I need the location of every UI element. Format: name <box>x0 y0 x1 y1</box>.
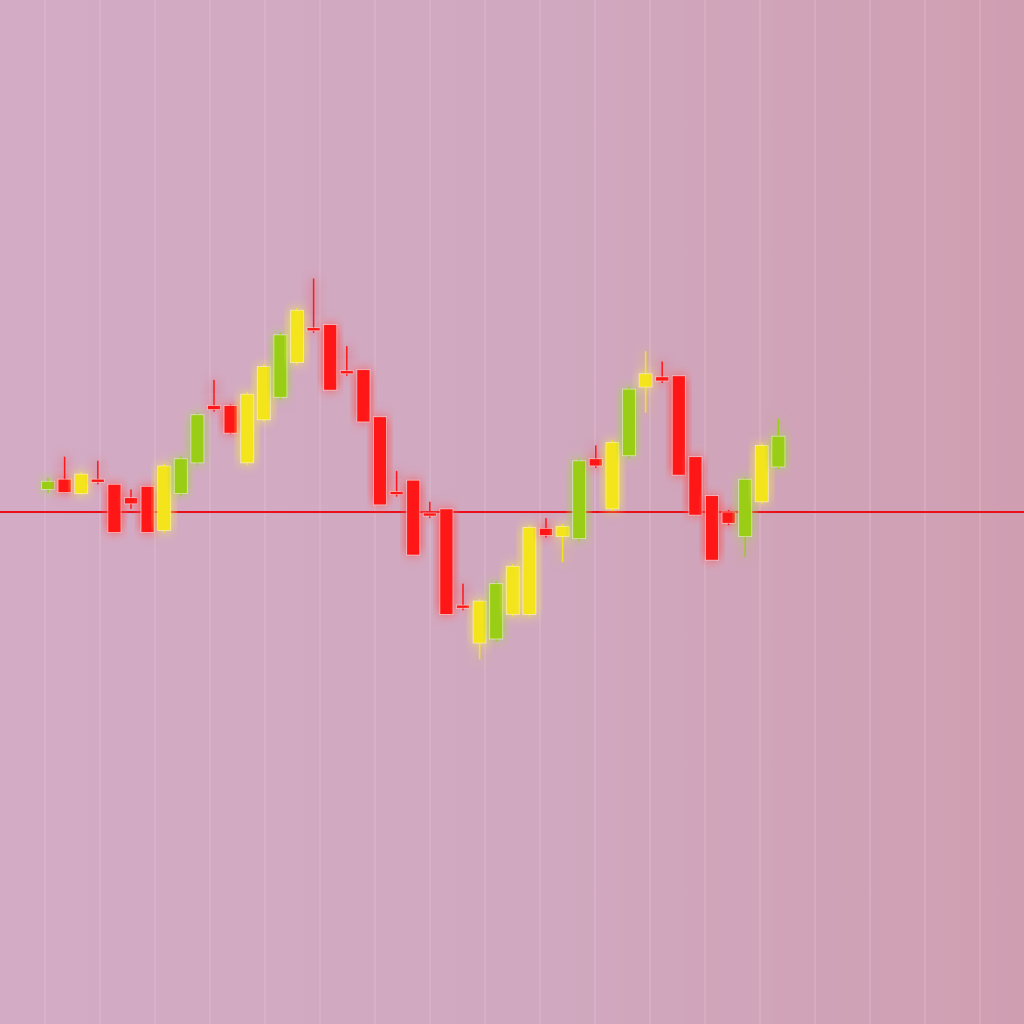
candle <box>124 489 138 509</box>
candle-body <box>439 508 454 615</box>
candle-body <box>588 458 603 467</box>
candle-body <box>539 527 553 536</box>
candle <box>290 308 304 365</box>
candle <box>207 379 221 412</box>
candle-body <box>406 479 421 556</box>
candle-body <box>240 393 255 464</box>
candle-body <box>90 478 105 483</box>
candle-body <box>572 460 587 540</box>
candle-body <box>140 485 155 533</box>
candle-body <box>173 458 188 494</box>
candle <box>439 508 454 615</box>
candle-body <box>356 369 371 423</box>
candle <box>256 364 271 422</box>
candle-body <box>339 370 354 375</box>
candle-body <box>74 473 89 494</box>
candle <box>688 456 703 516</box>
candle <box>456 583 470 611</box>
candle <box>41 478 55 493</box>
candle <box>539 518 553 538</box>
candle <box>323 324 338 391</box>
candle-body <box>622 388 636 457</box>
candle-body <box>223 405 238 434</box>
candle <box>655 361 670 383</box>
candle <box>90 460 105 485</box>
candle-body <box>522 526 537 615</box>
candle-body <box>489 583 504 640</box>
candle-body <box>688 456 703 516</box>
candle <box>505 564 520 617</box>
candle <box>738 477 753 558</box>
candle <box>422 501 437 519</box>
candle-body <box>738 478 753 537</box>
candle <box>605 440 620 511</box>
candle <box>240 392 255 465</box>
candle-body <box>472 600 487 644</box>
candle-body <box>705 495 719 561</box>
candle <box>57 456 72 493</box>
candle <box>489 581 504 642</box>
candle <box>638 351 653 413</box>
candle-body <box>422 512 437 517</box>
candle-body <box>671 375 686 476</box>
candle-body <box>754 445 769 503</box>
candle-body <box>323 324 338 391</box>
candle <box>339 346 354 376</box>
candle-body <box>41 480 55 490</box>
candle <box>74 472 89 495</box>
candle-body <box>290 309 304 363</box>
candle-body <box>655 376 670 382</box>
candle-body <box>605 441 620 510</box>
candle-body <box>555 525 570 537</box>
candle <box>373 416 387 506</box>
candle-body <box>721 511 736 524</box>
candle-body <box>57 478 72 493</box>
candle-body <box>373 416 387 506</box>
candle-body <box>771 435 786 468</box>
candle-body <box>157 465 172 531</box>
candle <box>588 445 603 468</box>
candle <box>771 418 786 469</box>
candle-body <box>273 334 288 398</box>
candle-body <box>190 414 205 464</box>
candle <box>572 458 587 541</box>
candle-body <box>256 366 271 421</box>
candle <box>389 471 404 497</box>
candle <box>190 412 205 465</box>
candle <box>705 495 719 561</box>
candle <box>157 463 172 533</box>
candle <box>555 524 570 563</box>
candle-body <box>306 327 321 332</box>
candle-body <box>505 565 520 615</box>
candle-body <box>107 483 122 533</box>
candle <box>173 456 188 496</box>
candle-body <box>124 497 138 505</box>
candle <box>406 479 421 556</box>
candle <box>140 485 155 533</box>
candle <box>522 525 537 617</box>
candle <box>306 278 321 333</box>
candle-body <box>207 405 221 410</box>
candle <box>472 599 487 660</box>
candle <box>754 443 769 504</box>
candle-body <box>638 373 653 388</box>
candle <box>223 404 238 435</box>
candle <box>671 375 686 476</box>
candle <box>273 332 288 400</box>
candle <box>356 369 371 423</box>
candle-body <box>456 604 470 609</box>
candle-body <box>389 491 404 495</box>
candle <box>721 509 736 526</box>
candle <box>622 387 636 458</box>
candles <box>41 278 786 660</box>
candle <box>107 483 122 533</box>
